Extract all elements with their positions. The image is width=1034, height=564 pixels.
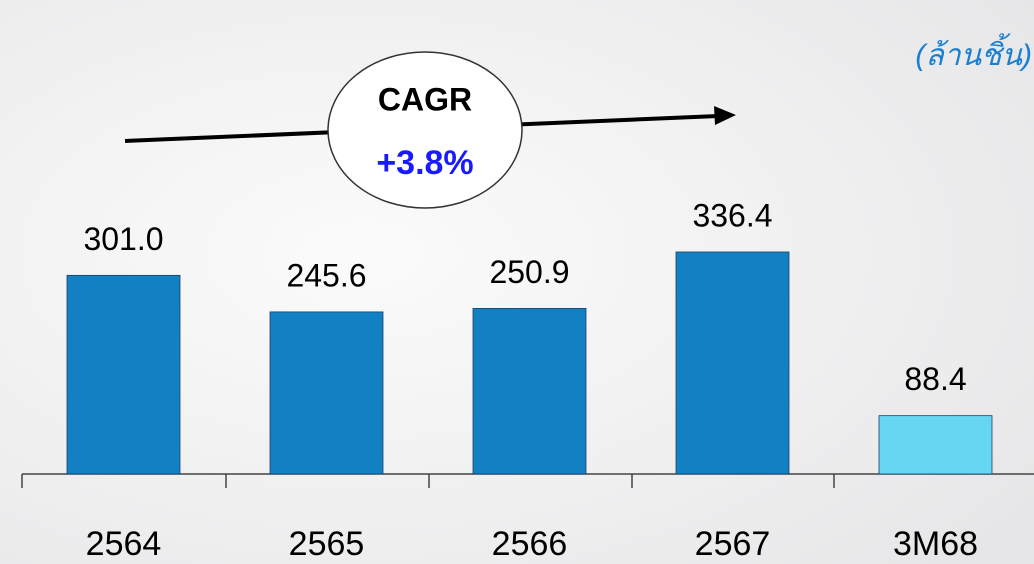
arrow-head: [714, 106, 736, 125]
bar: [472, 308, 587, 475]
value-label: 88.4: [904, 361, 966, 397]
value-label: 301.0: [83, 221, 163, 257]
cagr-bubble: [327, 51, 523, 209]
bar: [675, 251, 790, 475]
x-tick-label: 2566: [492, 525, 568, 563]
cagr-title: CAGR: [378, 81, 472, 117]
bar: [66, 274, 181, 475]
cagr-value: +3.8%: [376, 144, 473, 182]
x-tick-label: 2567: [695, 525, 771, 563]
value-label: 336.4: [692, 197, 772, 233]
value-label: 245.6: [286, 257, 366, 293]
bar: [878, 415, 993, 475]
x-tick-label: 2565: [289, 525, 365, 563]
value-label: 250.9: [489, 254, 569, 290]
bar: [269, 311, 384, 475]
x-tick-label: 2564: [86, 525, 162, 563]
unit-label: (ล้านชิ้น): [915, 33, 1032, 72]
x-tick-label: 3M68: [893, 525, 978, 563]
